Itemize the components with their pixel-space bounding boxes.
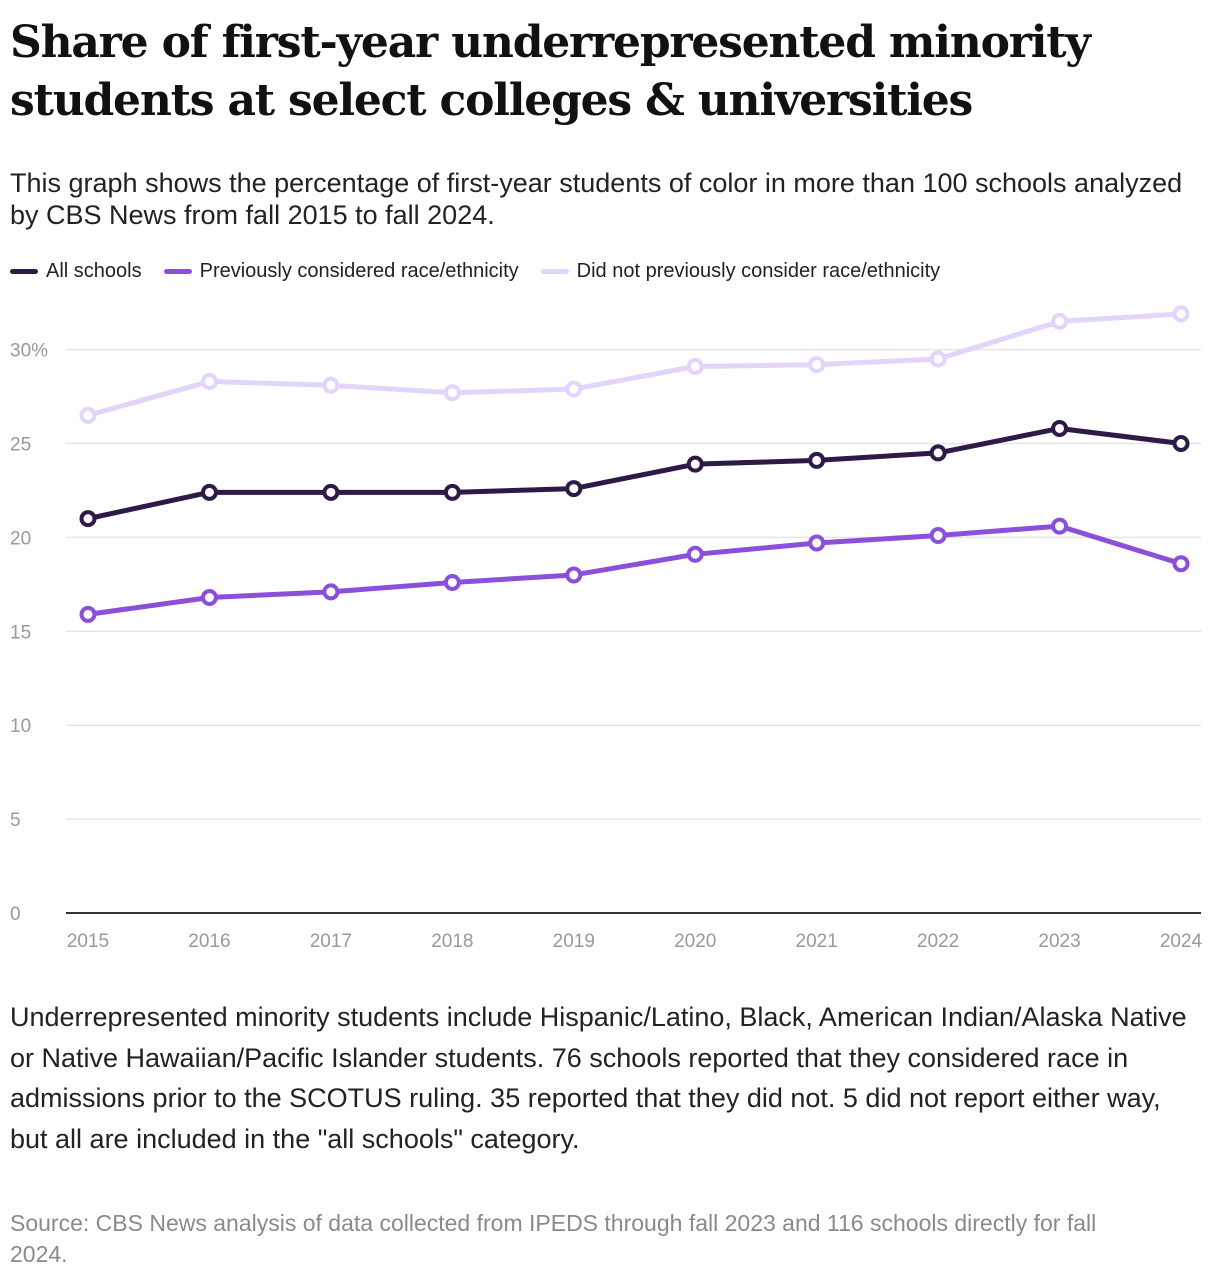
legend-item-previously-considered: Previously considered race/ethnicity xyxy=(163,259,519,283)
x-tick-label: 2020 xyxy=(674,931,716,952)
data-point xyxy=(443,483,461,501)
data-point xyxy=(686,545,704,563)
data-point xyxy=(1051,312,1069,330)
data-point xyxy=(565,380,583,398)
chart-subtitle: This graph shows the percentage of first… xyxy=(10,168,1183,230)
data-point xyxy=(443,573,461,591)
data-point xyxy=(808,356,826,374)
data-point xyxy=(322,376,340,394)
legend-label: All schools xyxy=(46,259,142,282)
data-point xyxy=(929,527,947,545)
chart-source: Source: CBS News analysis of data collec… xyxy=(10,1210,1097,1267)
data-point xyxy=(1051,419,1069,437)
data-point xyxy=(929,350,947,368)
legend: All schools Previously considered race/e… xyxy=(10,257,962,285)
data-point xyxy=(79,406,97,424)
x-tick-label: 2019 xyxy=(553,931,595,952)
x-tick-label: 2015 xyxy=(67,931,109,952)
legend-item-all-schools: All schools xyxy=(10,260,142,283)
legend-label: Did not previously consider race/ethnici… xyxy=(576,259,941,282)
x-tick-label: 2023 xyxy=(1038,931,1080,952)
data-point xyxy=(1051,517,1069,535)
x-tick-label: 2021 xyxy=(796,931,838,952)
x-tick-label: 2024 xyxy=(1160,931,1203,952)
x-tick-label: 2022 xyxy=(917,931,959,952)
data-point xyxy=(1172,305,1190,323)
legend-label: Previously considered race/ethnicity xyxy=(199,259,519,282)
data-point xyxy=(1172,435,1190,452)
series-line xyxy=(85,425,1184,522)
y-tick-label: 10 xyxy=(10,716,31,737)
y-tick-label: 5 xyxy=(10,810,21,831)
data-point xyxy=(200,588,218,606)
legend-item-not-previously-considered: Did not previously consider race/ethnici… xyxy=(540,259,941,283)
data-point xyxy=(686,358,704,376)
data-point xyxy=(79,510,97,528)
data-point xyxy=(1172,555,1190,573)
legend-swatch xyxy=(540,268,569,274)
legend-swatch xyxy=(163,268,192,274)
data-point xyxy=(808,451,826,469)
line-chart: 0 5 10 15 20 25 30% 2015 2016 2017 2018 2019 2020 202… xyxy=(10,305,1203,952)
y-tick-label: 30% xyxy=(10,341,48,362)
data-point xyxy=(686,455,704,473)
chart-note: Underrepresented minority students inclu… xyxy=(10,1002,1187,1154)
series-line xyxy=(85,523,1184,617)
data-point xyxy=(443,384,461,402)
y-tick-label: 0 xyxy=(10,904,21,925)
y-tick-label: 25 xyxy=(10,435,31,456)
chart-title: Share of first-year underrepresented min… xyxy=(10,17,1091,126)
x-tick-label: 2017 xyxy=(310,931,352,952)
data-point xyxy=(200,483,218,501)
data-point xyxy=(322,583,340,601)
data-point xyxy=(79,605,97,623)
data-point xyxy=(322,483,340,501)
data-point xyxy=(929,444,947,462)
x-tick-label: 2016 xyxy=(188,931,230,952)
legend-swatch xyxy=(10,268,38,274)
x-tick-label: 2018 xyxy=(431,931,473,952)
data-point xyxy=(200,373,218,391)
y-tick-label: 15 xyxy=(10,622,31,643)
data-point xyxy=(565,480,583,498)
data-point xyxy=(565,566,583,584)
data-point xyxy=(808,534,826,552)
y-tick-label: 20 xyxy=(10,528,31,549)
series-line xyxy=(85,311,1184,418)
